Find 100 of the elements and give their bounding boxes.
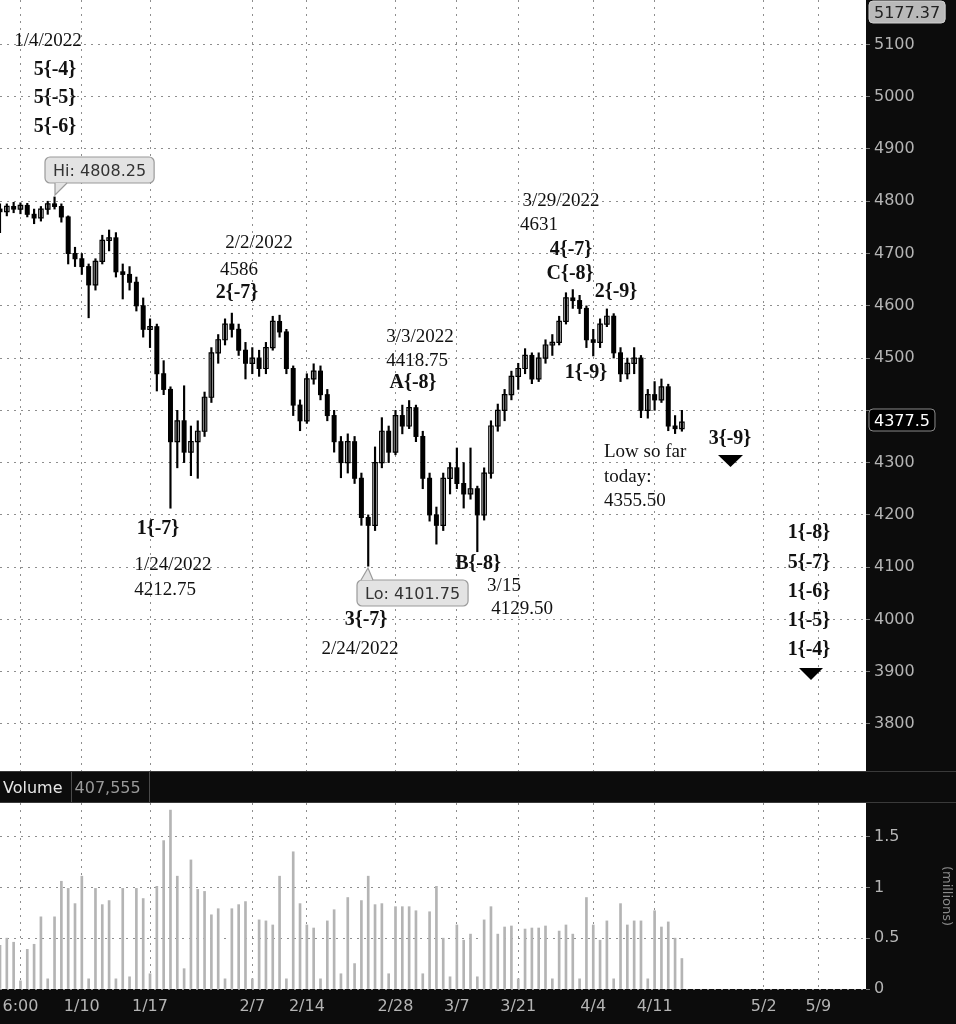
bar: [25, 949, 29, 989]
bar: [591, 924, 595, 989]
bar: [12, 941, 15, 989]
annotation: 5{-4}: [33, 57, 77, 80]
bar: [60, 880, 63, 989]
bar: [141, 898, 145, 989]
bar: [19, 980, 22, 989]
annotation: 2/2/2022: [225, 230, 293, 252]
bar: [462, 939, 466, 989]
text: 4377.5: [869, 409, 935, 431]
bar: [653, 910, 656, 989]
bar: [360, 900, 363, 989]
y-tick-label: 4800: [874, 190, 915, 210]
y-tick-label: 4500: [874, 347, 915, 367]
x-tick-label: 3/21: [500, 995, 537, 1015]
bar: [353, 963, 356, 989]
annotation: 2{-7}: [215, 280, 259, 303]
bar: [626, 924, 629, 989]
y-tick-label: 1: [874, 876, 885, 896]
bar: [428, 911, 431, 989]
x-tick-label: 2/28: [377, 995, 414, 1015]
bar: [271, 924, 275, 989]
annotation: B{-8}: [455, 551, 501, 574]
annotation: 4212.75: [134, 577, 196, 599]
annotation: today:: [604, 464, 652, 486]
bar: [66, 888, 70, 989]
candlestick: [392, 410, 399, 456]
y-tick-label: 4000: [874, 608, 915, 628]
bar: [544, 925, 547, 989]
y-tick-label: 4600: [874, 294, 915, 314]
bar: [585, 897, 588, 989]
annotation: Lo: 4101.75: [357, 580, 469, 606]
bar: [291, 851, 295, 989]
x-tick-label: 4/11: [636, 995, 673, 1015]
annotation: 3/15: [487, 573, 521, 595]
annotation: 5{-5}: [33, 85, 77, 108]
annotation: 3/29/2022: [522, 188, 600, 210]
y-tick-label: 1.5: [874, 825, 900, 845]
x-tick-label: 5/9: [805, 995, 832, 1015]
bar: [285, 978, 288, 989]
bar: [100, 904, 104, 989]
bar: [551, 978, 554, 989]
bar: [387, 973, 391, 989]
bar: [169, 809, 172, 989]
annotation: 4631: [520, 212, 558, 234]
x-tick-label: 1/17: [132, 995, 168, 1015]
x-tick-label: 2/7: [239, 995, 266, 1015]
bar: [46, 978, 50, 989]
bar: [646, 978, 650, 989]
annotation: 4418.75: [386, 348, 448, 370]
bar: [319, 978, 322, 989]
bar: [237, 904, 240, 989]
y-tick-label: 4300: [874, 451, 915, 471]
annotation: 2{-9}: [594, 279, 638, 302]
annotation: Hi: 4808.25: [45, 157, 155, 183]
bar: [53, 916, 56, 989]
bar: [537, 927, 541, 989]
annotation: 1{-5}: [787, 608, 831, 631]
bar: [516, 978, 520, 989]
x-tick-label: 3/7: [443, 995, 470, 1015]
y-tick-label: 4200: [874, 504, 915, 524]
bar: [660, 926, 663, 989]
y-tick-label: 0.5: [874, 927, 900, 947]
annotation: 1{-9}: [564, 360, 608, 383]
bar: [216, 908, 220, 989]
annotation: 1/4/2022: [14, 28, 82, 50]
chart-title: Volume: [0, 772, 72, 802]
bar: [162, 840, 165, 989]
bar: [400, 906, 404, 989]
y-tick-label: 3800: [874, 713, 915, 733]
annotation: A{-8}: [389, 370, 437, 393]
bar: [435, 886, 438, 989]
bar: [278, 875, 281, 989]
bar: [87, 978, 90, 989]
bar: [94, 888, 97, 989]
y-tick-label: 5000: [874, 85, 915, 105]
bar: [175, 875, 179, 989]
y-tick-label: 3900: [874, 660, 915, 680]
bar: [666, 921, 670, 989]
y-tick-label: 5100: [874, 33, 915, 53]
annotation: 2/24/2022: [321, 636, 399, 658]
bar: [210, 914, 213, 989]
bar: [5, 937, 9, 989]
bar: [510, 925, 513, 989]
candlestick: [467, 447, 474, 500]
x-tick-label: 6:00: [2, 995, 39, 1015]
annotation: 1{-7}: [136, 516, 180, 539]
x-tick-label: 1/10: [63, 995, 100, 1015]
bar: [203, 891, 206, 989]
bar: [469, 933, 472, 989]
bar: [475, 976, 479, 989]
bar: [366, 875, 370, 989]
bar: [80, 875, 84, 989]
annotation: C{-8}: [546, 261, 594, 284]
bar: [250, 978, 254, 989]
annotation: 1/24/2022: [134, 552, 212, 574]
x-tick-label: 5/2: [750, 995, 777, 1015]
bar: [421, 973, 425, 989]
bar: [612, 978, 616, 989]
y-tick-label: 0: [874, 978, 885, 998]
